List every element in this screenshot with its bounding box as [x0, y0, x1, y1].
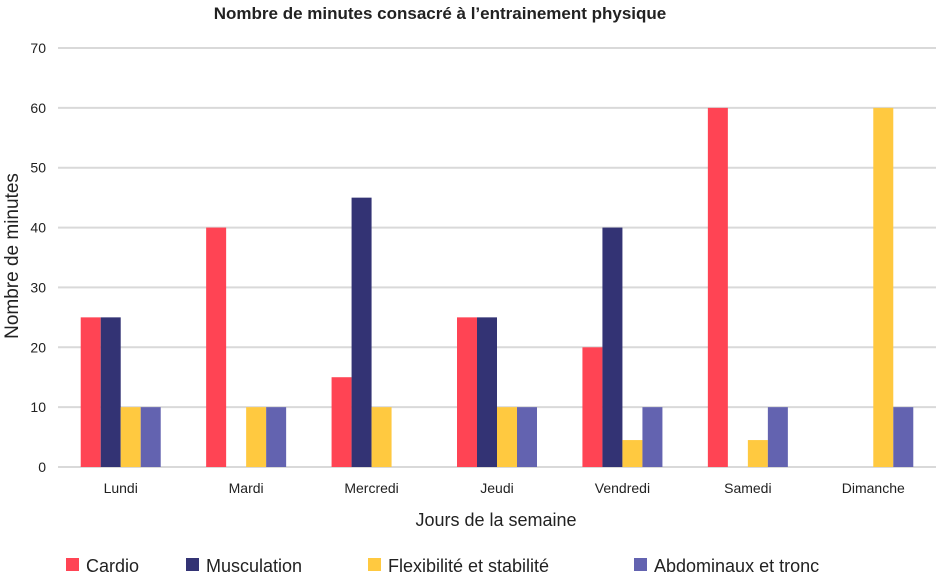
x-tick-label: Vendredi — [595, 480, 650, 496]
bar-cardio-lundi — [80, 317, 101, 467]
y-tick-label: 70 — [30, 40, 46, 56]
bar-abdominaux-et-tronc-lundi — [140, 407, 161, 467]
y-tick-label: 0 — [38, 459, 46, 475]
legend-swatch — [634, 558, 647, 571]
chart-title: Nombre de minutes consacré à l’entrainem… — [214, 4, 667, 23]
legend-swatch — [186, 558, 199, 571]
bar-flexibilit-et-stabilit--mardi — [246, 407, 267, 467]
y-tick-label: 10 — [30, 399, 46, 415]
x-tick-label: Dimanche — [842, 480, 905, 496]
x-tick-label: Mercredi — [344, 480, 398, 496]
bar-abdominaux-et-tronc-vendredi — [642, 407, 663, 467]
bar-musculation-jeudi — [477, 317, 497, 467]
legend-label: Abdominaux et tronc — [654, 556, 819, 576]
x-tick-label: Lundi — [104, 480, 138, 496]
bar-musculation-vendredi — [602, 227, 623, 467]
bar-cardio-mercredi — [331, 377, 352, 467]
x-tick-label: Samedi — [724, 480, 771, 496]
bar-flexibilit-et-stabilit--dimanche — [873, 107, 894, 467]
y-tick-label: 20 — [30, 339, 46, 355]
bar-flexibilit-et-stabilit--vendredi — [622, 440, 643, 467]
bar-musculation-mercredi — [351, 197, 372, 467]
legend-label: Flexibilité et stabilité — [388, 556, 549, 576]
bar-flexibilit-et-stabilit--samedi — [747, 440, 768, 467]
y-tick-label: 50 — [30, 160, 46, 176]
y-axis-label: Nombre de minutes — [2, 173, 23, 339]
bar-abdominaux-et-tronc-samedi — [767, 407, 788, 467]
legend-label: Musculation — [206, 556, 302, 576]
bar-cardio-samedi — [707, 107, 728, 467]
bar-abdominaux-et-tronc-dimanche — [893, 407, 914, 467]
x-tick-label: Mardi — [229, 480, 264, 496]
y-tick-label: 60 — [30, 100, 46, 116]
bar-flexibilit-et-stabilit--jeudi — [497, 407, 517, 467]
legend: Cardio Musculation Flexibilité et stabilit… — [66, 556, 819, 576]
y-tick-label: 30 — [30, 279, 46, 295]
legend-swatch — [368, 558, 381, 571]
bar-abdominaux-et-tronc-mardi — [266, 407, 287, 467]
bar-flexibilit-et-stabilit--lundi — [120, 407, 141, 467]
legend-label: Cardio — [86, 556, 139, 576]
bar-cardio-vendredi — [582, 347, 603, 467]
bar-flexibilit-et-stabilit--mercredi — [371, 407, 392, 467]
bar-cardio-mardi — [206, 227, 227, 467]
legend-swatch — [66, 558, 79, 571]
bar-abdominaux-et-tronc-jeudi — [517, 407, 537, 467]
bar-musculation-lundi — [100, 317, 121, 467]
x-tick-label: Jeudi — [480, 480, 513, 496]
x-axis-label: Jours de la semaine — [415, 510, 576, 530]
y-tick-label: 40 — [30, 220, 46, 236]
bar-cardio-jeudi — [457, 317, 477, 467]
